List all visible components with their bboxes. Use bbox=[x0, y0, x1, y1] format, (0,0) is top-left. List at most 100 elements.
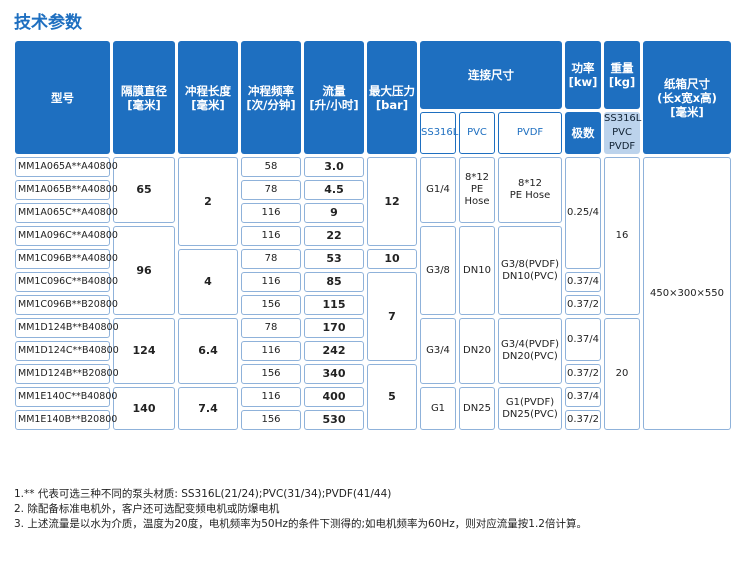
table-cell: MM1E140C**B40800 bbox=[15, 387, 117, 407]
table-cell: G3/4(PVDF) DN20(PVC) bbox=[498, 318, 563, 384]
table-cell: 4.5 bbox=[304, 180, 364, 200]
note: 3. 上述流量是以水为介质，温度为20度，电机频率为50Hz的条件下测得的;如电… bbox=[14, 518, 587, 530]
table-cell: 6.4 bbox=[178, 318, 238, 384]
table-cell: 124 bbox=[113, 318, 175, 384]
table-cell: G1(PVDF) DN25(PVC) bbox=[498, 387, 563, 430]
table-cell: MM1C096C**B40800 bbox=[15, 272, 118, 292]
header-cell: 功率 [kw] bbox=[565, 41, 602, 109]
table-cell: 85 bbox=[304, 272, 364, 292]
table-cell: DN25 bbox=[459, 387, 495, 430]
table-cell: 12 bbox=[367, 157, 417, 246]
table-cell: 2 bbox=[178, 157, 238, 246]
table-cell: MM1A096C**A40800 bbox=[15, 226, 118, 246]
table-cell: 400 bbox=[304, 387, 364, 407]
table-row: MM1D124B**B20800 156 340 5 0.37/2 bbox=[15, 364, 731, 430]
table-cell: 4 bbox=[178, 249, 238, 315]
table-cell: 8*12 PE Hose bbox=[498, 157, 563, 223]
table-cell: 0.37/4 bbox=[565, 387, 602, 407]
table-cell: 0.25/4 bbox=[565, 157, 602, 269]
table-cell: G3/4 bbox=[420, 318, 456, 384]
note: 2. 除配备标准电机外，客户还可选配变频电机或防爆电机 bbox=[14, 503, 280, 515]
table-cell: 65 bbox=[113, 157, 175, 223]
table-cell: DN20 bbox=[459, 318, 495, 384]
table-cell: 340 bbox=[304, 364, 364, 384]
table-row: MM1D124C**B40800 116 242 bbox=[15, 341, 731, 361]
table-cell: MM1D124B**B40800 bbox=[15, 318, 119, 338]
header-cell: 隔膜直径 [毫米] bbox=[113, 41, 175, 154]
header-cell: 重量 [kg] bbox=[604, 41, 641, 109]
table-cell: 530 bbox=[304, 410, 364, 430]
table-cell: 0.37/2 bbox=[565, 364, 602, 384]
table-cell: 140 bbox=[113, 387, 175, 430]
notes: 1.** 代表可选三种不同的泵头材质: SS316L(21/24);PVC(31… bbox=[14, 487, 587, 532]
table-cell: 116 bbox=[241, 387, 301, 407]
table-cell: 170 bbox=[304, 318, 364, 338]
table-cell: MM1A065B**A40800 bbox=[15, 180, 118, 200]
note: 1.** 代表可选三种不同的泵头材质: SS316L(21/24);PVC(31… bbox=[14, 488, 392, 500]
table-cell: 242 bbox=[304, 341, 364, 361]
table-row: MM1C096B**A40800 4 78 53 10 bbox=[15, 249, 731, 315]
header-cell: 冲程频率 [次/分钟] bbox=[241, 41, 301, 154]
table-row: MM1A096C**A40800 96 116 22 G3/8 DN10 G3/8(PVDF… bbox=[15, 226, 731, 315]
table-cell: 0.37/4 bbox=[565, 272, 602, 292]
table-cell: MM1A065A**A40800 bbox=[15, 157, 118, 177]
header-cell: 最大压力 [bar] bbox=[367, 41, 417, 154]
table-cell: MM1C096B**A40800 bbox=[15, 249, 118, 269]
table-cell: 5 bbox=[367, 364, 417, 430]
table-cell: 9 bbox=[304, 203, 364, 223]
table-cell: 450×300×550 bbox=[643, 157, 732, 430]
table-cell: DN10 bbox=[459, 226, 495, 315]
table-cell: 0.37/4 bbox=[565, 318, 602, 361]
table-row: MM1E140B**B20800 156 530 0.37/2 bbox=[15, 410, 731, 430]
table-row: MM1D124B**B40800 124 6.4 78 170 G3/4 DN20 G3/4(… bbox=[15, 318, 731, 430]
table-cell: G3/8(PVDF) DN10(PVC) bbox=[498, 226, 563, 315]
table-cell: MM1A065C**A40800 bbox=[15, 203, 118, 223]
table-cell: 116 bbox=[241, 226, 301, 246]
header-cell: 流量 [升/小时] bbox=[304, 41, 364, 154]
table-cell: 58 bbox=[241, 157, 301, 177]
table-cell: 96 bbox=[113, 226, 175, 315]
table-cell: G1 bbox=[420, 387, 456, 430]
header-cell: 连接尺寸 bbox=[420, 41, 563, 109]
table-cell: MM1E140B**B20800 bbox=[15, 410, 117, 430]
table-cell: 0.37/2 bbox=[565, 295, 602, 315]
subheader-cell: 极数 bbox=[565, 112, 602, 154]
table-cell: 0.37/2 bbox=[565, 410, 602, 430]
table-cell: 116 bbox=[241, 341, 301, 361]
header-cell: 纸箱尺寸 (长x宽x高) [毫米] bbox=[643, 41, 732, 154]
table-cell: 78 bbox=[241, 318, 301, 338]
table-cell: 10 bbox=[367, 249, 417, 269]
table-cell: G1/4 bbox=[420, 157, 456, 223]
table-cell: 116 bbox=[241, 272, 301, 292]
table-row: MM1C096C**B40800 116 85 7 0.37/4 bbox=[15, 272, 731, 361]
table-cell: 156 bbox=[241, 410, 301, 430]
table-cell: MM1D124B**B20800 bbox=[15, 364, 119, 384]
subheader-cell: SS316L PVC PVDF bbox=[604, 112, 642, 154]
table-cell: 156 bbox=[241, 295, 301, 315]
table-cell: 16 bbox=[604, 157, 641, 315]
header-cell: 冲程长度 [毫米] bbox=[178, 41, 238, 154]
table-cell: MM1D124C**B40800 bbox=[15, 341, 119, 361]
subheader-cell: PVC bbox=[459, 112, 495, 154]
table-row: MM1A065A**A40800 65 2 58 3.0 12 G1/4 8*12 PE Ho… bbox=[15, 157, 732, 430]
table-row: MM1C096B**B20800 156 115 0.37/2 bbox=[15, 295, 731, 315]
table-cell: 53 bbox=[304, 249, 364, 269]
table-row: MM1A065C**A40800 116 9 bbox=[15, 203, 731, 223]
table-cell: G3/8 bbox=[420, 226, 456, 315]
table-cell: 20 bbox=[604, 318, 641, 430]
table-cell: 156 bbox=[241, 364, 301, 384]
table-cell: 7.4 bbox=[178, 387, 238, 430]
table-cell: 78 bbox=[241, 249, 301, 269]
subheader-cell: PVDF bbox=[498, 112, 563, 154]
table-cell: MM1C096B**B20800 bbox=[15, 295, 118, 315]
table-body: MM1A065A**A40800 65 2 58 3.0 12 G1/4 8*12 PE Ho… bbox=[15, 157, 732, 430]
table-row: MM1A065B**A40800 78 4.5 bbox=[15, 180, 731, 200]
table-cell: 8*12 PE Hose bbox=[459, 157, 495, 223]
table-cell: 116 bbox=[241, 203, 301, 223]
table-cell: 78 bbox=[241, 180, 301, 200]
table-cell: 7 bbox=[367, 272, 417, 361]
header-cell: 型号 bbox=[15, 41, 110, 154]
table-row: MM1E140C**B40800 140 7.4 116 400 G1 DN25 G1(PVD… bbox=[15, 387, 731, 430]
spec-table: 型号 隔膜直径 [毫米] 冲程长度 [毫米] 冲程频率 [次/分钟] 流量 [升… bbox=[12, 38, 734, 433]
